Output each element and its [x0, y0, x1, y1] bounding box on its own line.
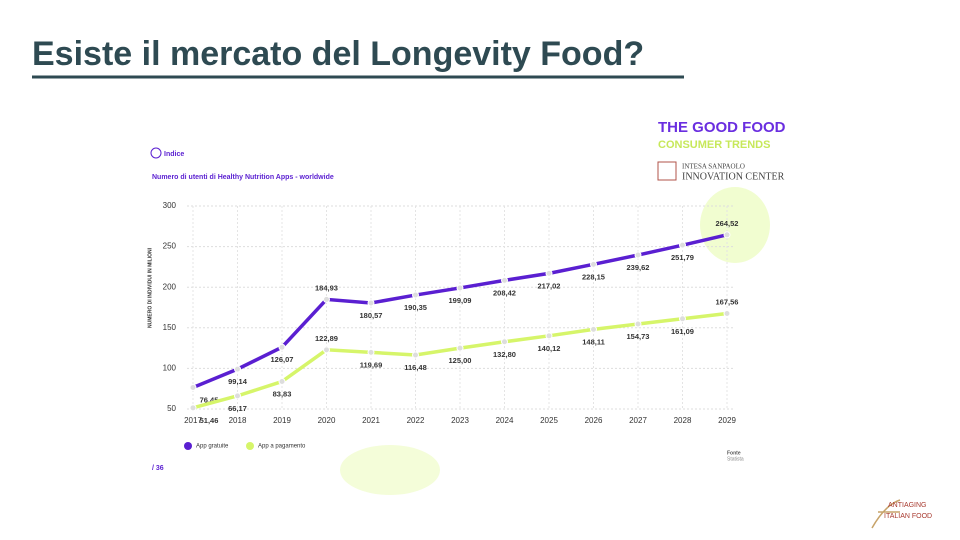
- x-tick-label: 2028: [674, 416, 692, 425]
- x-tick-label: 2029: [718, 416, 736, 425]
- point: [590, 260, 597, 268]
- brand-title: THE GOOD FOOD: [658, 119, 786, 136]
- value-label: 184,93: [315, 283, 338, 292]
- value-label: 51,46: [200, 416, 219, 425]
- slide-title: Esiste il mercato del Longevity Food?: [32, 35, 644, 73]
- point: [278, 378, 286, 386]
- value-label: 251,79: [671, 253, 694, 262]
- value-label: 132,80: [493, 350, 516, 359]
- point: [723, 310, 731, 318]
- point: [323, 295, 330, 303]
- logo-mark: [871, 499, 901, 529]
- point: [323, 346, 330, 354]
- y-tick-label: 300: [163, 201, 177, 210]
- value-label: 126,07: [271, 355, 294, 364]
- point: [679, 241, 686, 249]
- value-label: 122,89: [315, 334, 338, 343]
- value-label: 76,45: [200, 396, 219, 405]
- point: [501, 338, 508, 346]
- point: [367, 348, 375, 356]
- value-label: 239,62: [627, 263, 650, 272]
- value-label: 66,17: [228, 404, 247, 413]
- partner-line1: INTESA SANPAOLO: [682, 163, 745, 171]
- point: [545, 332, 553, 340]
- x-tick-label: 2019: [273, 416, 291, 425]
- value-label: 190,35: [404, 303, 427, 312]
- decor: [340, 445, 440, 495]
- x-tick-label: 2024: [496, 416, 514, 425]
- x-tick-label: 2018: [229, 416, 247, 425]
- point: [634, 251, 642, 259]
- point: [679, 315, 686, 323]
- value-label: 161,09: [671, 327, 694, 336]
- value-label: 140,12: [538, 344, 561, 353]
- y-tick-label: 50: [167, 404, 176, 413]
- index-link[interactable]: Indice: [164, 151, 184, 158]
- point: [456, 284, 464, 292]
- partner-line2: INNOVATION CENTER: [682, 171, 785, 182]
- value-label: 228,15: [582, 272, 605, 281]
- page-number: / 36: [152, 465, 164, 472]
- index-icon[interactable]: [150, 147, 162, 159]
- y-tick-label: 250: [163, 242, 177, 251]
- x-tick-label: 2021: [362, 416, 380, 425]
- point: [278, 343, 286, 351]
- logo-line1: ANTIAGING: [888, 502, 927, 509]
- brand-subtitle: CONSUMER TRENDS: [658, 139, 770, 151]
- x-tick-label: 2025: [540, 416, 558, 425]
- decor: [700, 187, 770, 263]
- point: [412, 351, 419, 359]
- point: [456, 344, 464, 352]
- value-label: 125,00: [449, 356, 472, 365]
- legend-label: App a pagamento: [258, 444, 306, 450]
- chart-card: [140, 138, 770, 483]
- value-label: 116,48: [404, 363, 427, 372]
- value-label: 199,09: [449, 296, 472, 305]
- point: [634, 320, 642, 328]
- y-tick-label: 150: [163, 323, 177, 332]
- point: [189, 404, 197, 412]
- point: [367, 299, 375, 307]
- partner-logo: [657, 161, 677, 181]
- y-tick-label: 200: [163, 282, 177, 291]
- chart-title: Numero di utenti di Healthy Nutrition Ap…: [152, 174, 334, 181]
- value-label: 180,57: [360, 311, 383, 320]
- x-tick-label: 2020: [318, 416, 336, 425]
- y-axis-label: NUMERO DI INDIVIDUI IN MILIONI: [147, 247, 153, 328]
- x-tick-label: 2027: [629, 416, 647, 425]
- source: Statista: [727, 456, 744, 462]
- point: [590, 325, 597, 333]
- point: [545, 269, 553, 277]
- x-tick-label: 2022: [407, 416, 425, 425]
- legend-label: App gratuite: [196, 444, 229, 450]
- point: [412, 291, 419, 299]
- point: [723, 231, 731, 239]
- x-tick-label: 2017: [184, 416, 202, 425]
- legend-swatch: [184, 442, 192, 450]
- value-label: 99,14: [228, 377, 248, 386]
- value-label: 148,11: [582, 337, 605, 346]
- value-label: 119,69: [360, 360, 383, 369]
- value-label: 154,73: [627, 332, 650, 341]
- value-label: 264,52: [716, 219, 739, 228]
- x-tick-label: 2026: [585, 416, 603, 425]
- value-label: 83,83: [273, 390, 292, 399]
- point: [234, 392, 241, 400]
- point: [189, 384, 197, 392]
- point: [234, 365, 241, 373]
- legend-swatch: [246, 442, 254, 450]
- source-label: Fonte: [727, 450, 741, 456]
- value-label: 208,42: [493, 288, 516, 297]
- x-tick-label: 2023: [451, 416, 469, 425]
- y-tick-label: 100: [163, 364, 177, 373]
- value-label: 217,02: [538, 281, 561, 290]
- value-label: 167,56: [716, 298, 739, 307]
- logo-line2: ITALIAN FOOD: [884, 513, 932, 520]
- point: [501, 276, 508, 284]
